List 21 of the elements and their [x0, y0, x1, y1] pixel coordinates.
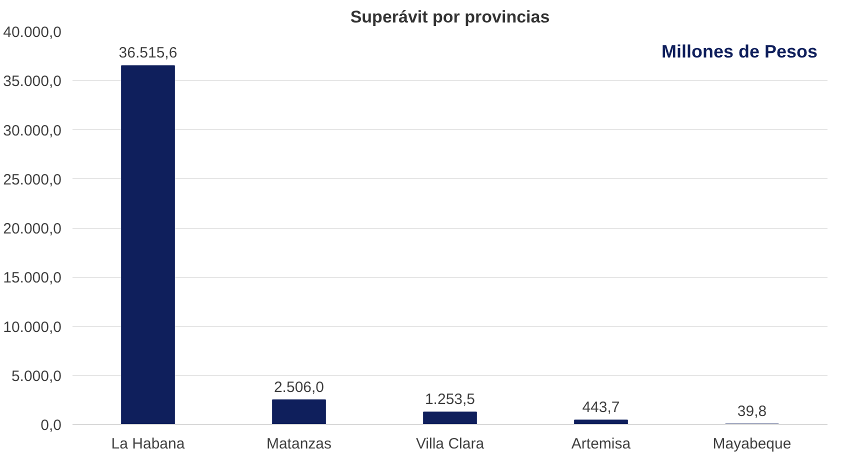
- x-tick-label: Artemisa: [571, 436, 632, 452]
- y-tick-label: 0,0: [40, 417, 62, 434]
- x-tick-label: Mayabeque: [712, 436, 792, 452]
- y-tick-label: 30.000,0: [3, 122, 62, 140]
- y-tick-label: 40.000,0: [3, 24, 62, 41]
- y-tick-label: 20.000,0: [3, 220, 62, 238]
- data-label: 2.506,0: [274, 378, 324, 396]
- x-tick-label: Matanzas: [266, 436, 332, 452]
- chart-title: Superávit por provincias: [350, 8, 550, 26]
- y-tick-label: 25.000,0: [3, 171, 62, 188]
- y-tick-label: 35.000,0: [3, 73, 62, 90]
- data-label: 443,7: [582, 399, 620, 416]
- annotation: Millones de Pesos: [661, 42, 818, 62]
- x-tick-label: La Habana: [111, 436, 186, 452]
- y-tick-label: 10.000,0: [3, 318, 62, 336]
- data-label: 39,8: [737, 403, 767, 420]
- data-label: 1.253,5: [424, 391, 476, 408]
- data-label: 36.515,6: [118, 44, 178, 62]
- y-tick-label: 5.000,0: [11, 368, 62, 385]
- x-tick-label: Villa Clara: [416, 436, 485, 452]
- y-tick-label: 15.000,0: [3, 270, 62, 287]
